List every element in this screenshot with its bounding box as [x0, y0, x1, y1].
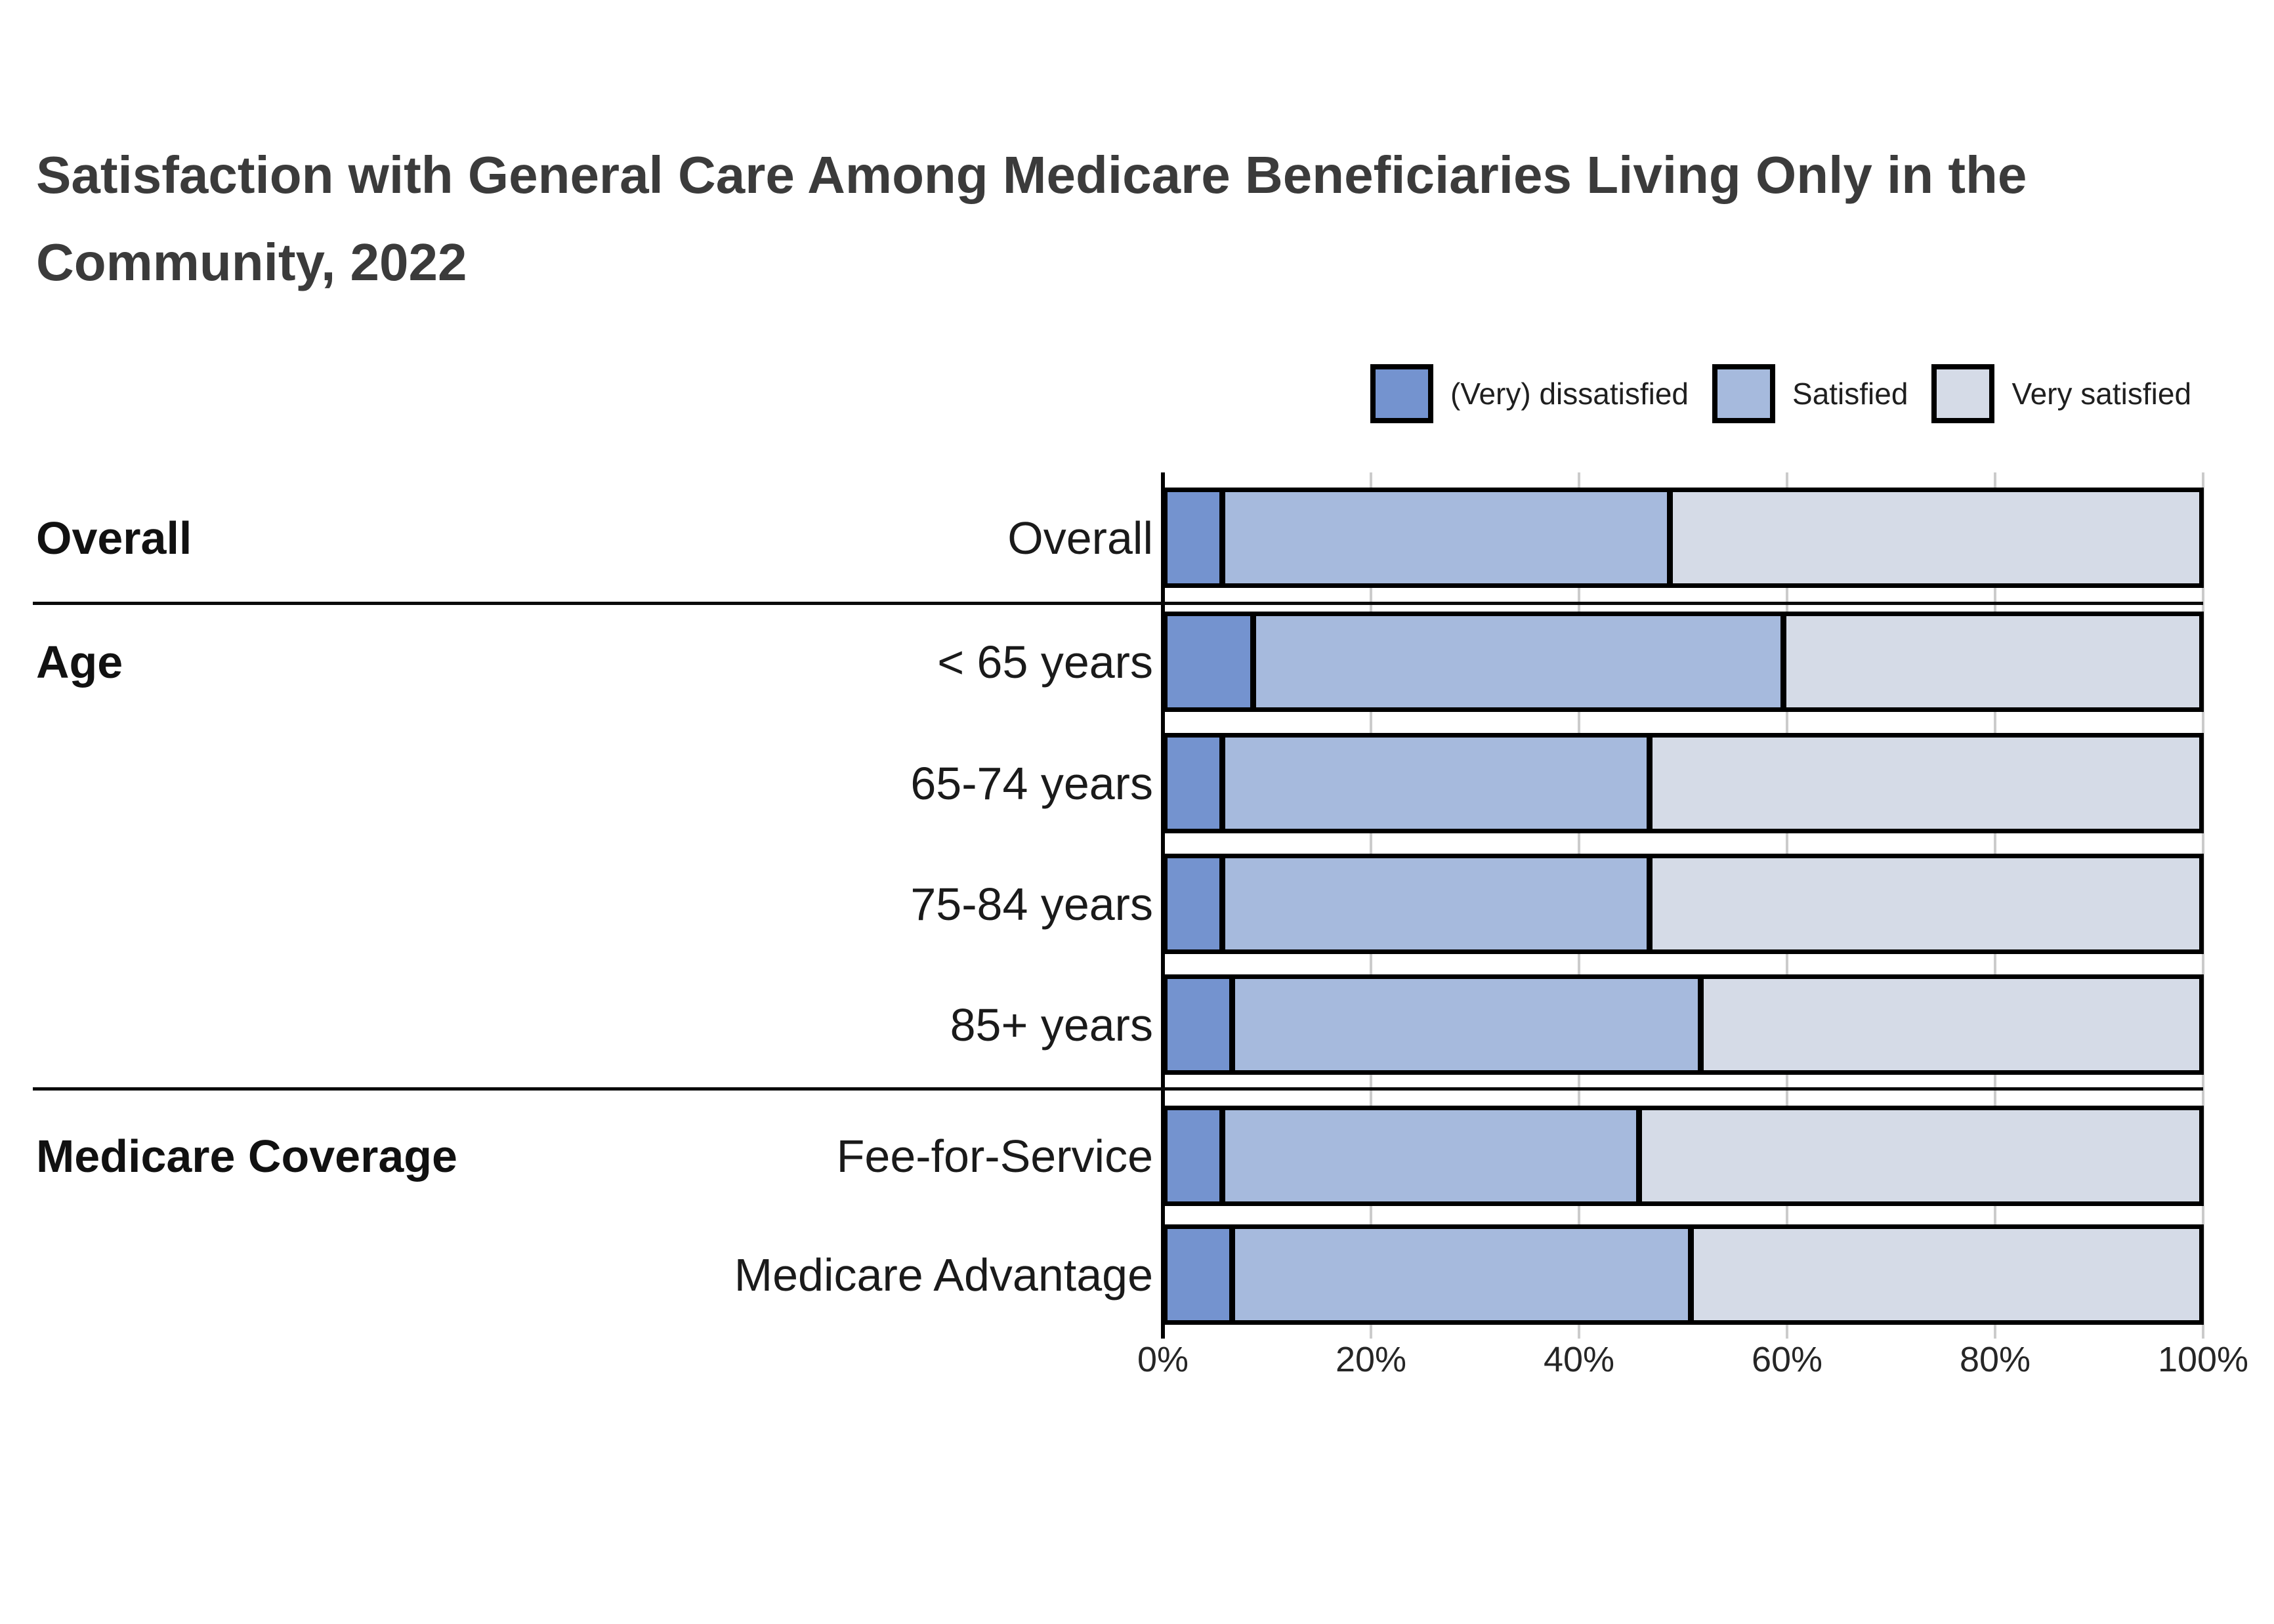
- bar-segment-very-satisfied: [1693, 1229, 2199, 1320]
- legend-label: Satisfied: [1792, 377, 1908, 411]
- bar-row: [1163, 1106, 2204, 1206]
- legend-item: Very satisfied: [1931, 364, 2191, 423]
- bar-segment-satisfied: [1229, 979, 1704, 1070]
- bar-segment-satisfied: [1219, 492, 1674, 583]
- bar-row: [1163, 612, 2204, 712]
- row-label: Fee-for-Service: [836, 1130, 1153, 1182]
- bar-segment-satisfied: [1219, 738, 1653, 829]
- group-label: Medicare Coverage: [36, 1130, 457, 1182]
- bar-segment-very-satisfied: [1673, 492, 2199, 583]
- bar-segment-very-satisfied: [1704, 979, 2199, 1070]
- chart-title-line2: Community, 2022: [36, 233, 467, 291]
- bar-segment-satisfied: [1250, 616, 1787, 707]
- group-separator-line: [33, 1087, 2203, 1091]
- x-tick-label: 100%: [2157, 1340, 2249, 1379]
- bar-row: [1163, 854, 2204, 954]
- legend-item: Satisfied: [1712, 364, 1908, 423]
- bar-segment-very-satisfied: [1652, 858, 2199, 949]
- legend-label: (Very) dissatisfied: [1450, 377, 1689, 411]
- bar-segment-very-satisfied: [1786, 616, 2199, 707]
- bar-row: [1163, 733, 2204, 833]
- group-label: Age: [36, 636, 123, 688]
- bar-segment-very-satisfied: [1652, 738, 2199, 829]
- legend-swatch-dissatisfied: [1370, 364, 1433, 423]
- bar-row: [1163, 974, 2204, 1075]
- group-label: Overall: [36, 512, 192, 564]
- chart-title-line1: Satisfaction with General Care Among Med…: [36, 146, 2027, 204]
- x-tick-label: 60%: [1751, 1340, 1823, 1379]
- bar-segment-very-satisfied: [1642, 1110, 2199, 1201]
- row-label: < 65 years: [937, 636, 1153, 688]
- bar-segment-dissatisfied: [1168, 858, 1219, 949]
- bar-segment-dissatisfied: [1168, 1110, 1219, 1201]
- chart-title: Satisfaction with General Care Among Med…: [36, 131, 2254, 306]
- x-tick-label: 40%: [1543, 1340, 1615, 1379]
- row-label: 65-74 years: [910, 757, 1153, 809]
- bar-segment-satisfied: [1229, 1229, 1694, 1320]
- legend-swatch-very-satisfied: [1931, 364, 1995, 423]
- bar-segment-satisfied: [1219, 858, 1653, 949]
- legend-item: (Very) dissatisfied: [1370, 364, 1689, 423]
- bar-segment-dissatisfied: [1168, 492, 1219, 583]
- group-separator-line: [33, 602, 2203, 605]
- x-tick-label: 80%: [1959, 1340, 2031, 1379]
- x-tick-label: 0%: [1137, 1340, 1189, 1379]
- x-tick-label: 20%: [1335, 1340, 1407, 1379]
- bar-row: [1163, 1224, 2204, 1325]
- row-label: Overall: [1007, 512, 1153, 564]
- bar-segment-satisfied: [1219, 1110, 1643, 1201]
- legend-swatch-satisfied: [1712, 364, 1776, 423]
- bar-segment-dissatisfied: [1168, 738, 1219, 829]
- row-label: Medicare Advantage: [734, 1249, 1153, 1301]
- legend: (Very) dissatisfied Satisfied Very satisfi…: [1370, 362, 2215, 425]
- row-label: 85+ years: [950, 999, 1153, 1051]
- row-label: 75-84 years: [910, 878, 1153, 930]
- bar-segment-dissatisfied: [1168, 979, 1230, 1070]
- bar-segment-dissatisfied: [1168, 1229, 1230, 1320]
- bar-segment-dissatisfied: [1168, 616, 1250, 707]
- bar-row: [1163, 488, 2204, 588]
- legend-label: Very satisfied: [2011, 377, 2192, 411]
